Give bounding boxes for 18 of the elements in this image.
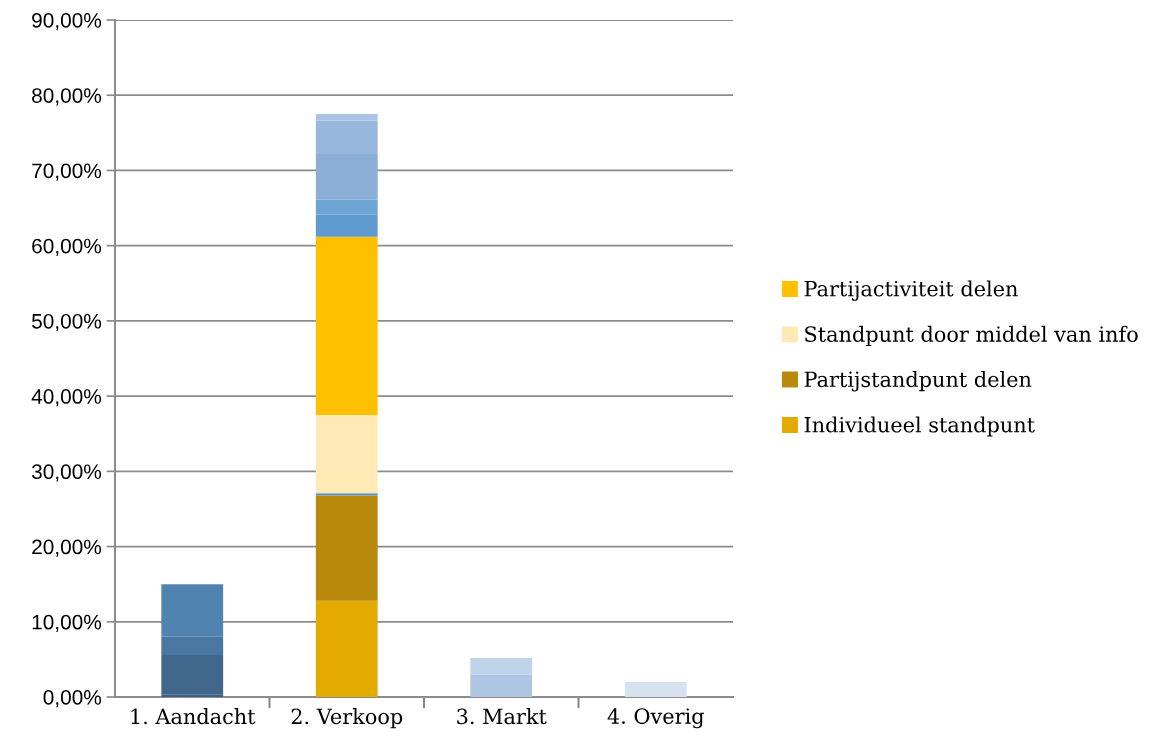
legend-label: Partijactiviteit delen [804, 280, 1018, 301]
y-tick-label: 20,00% [32, 539, 102, 557]
legend-label: Standpunt door middel van info [805, 325, 1138, 346]
y-tick-label: 70,00% [32, 163, 102, 181]
legend-label: Partijstandpunt delen [804, 371, 1032, 392]
x-tick-label: 2. Verkoop [291, 708, 403, 729]
y-tick-label: 40,00% [31, 389, 102, 407]
x-tick-label: 3. Markt [457, 708, 547, 725]
x-tick-label: 1. Aandacht [131, 708, 256, 725]
y-tick-label: 60,00% [32, 238, 102, 256]
x-tick-label: 4. Overig [607, 708, 704, 729]
y-tick-label: 30,00% [31, 464, 102, 482]
y-tick-label: 80,00% [32, 88, 102, 106]
y-tick-label: 50,00% [31, 313, 102, 332]
y-tick-label: 90,00% [32, 13, 102, 31]
legend-label: Individueel standpunt [804, 416, 1035, 437]
y-tick-label: 0,00% [43, 690, 102, 708]
y-tick-label: 10,00% [32, 614, 102, 632]
